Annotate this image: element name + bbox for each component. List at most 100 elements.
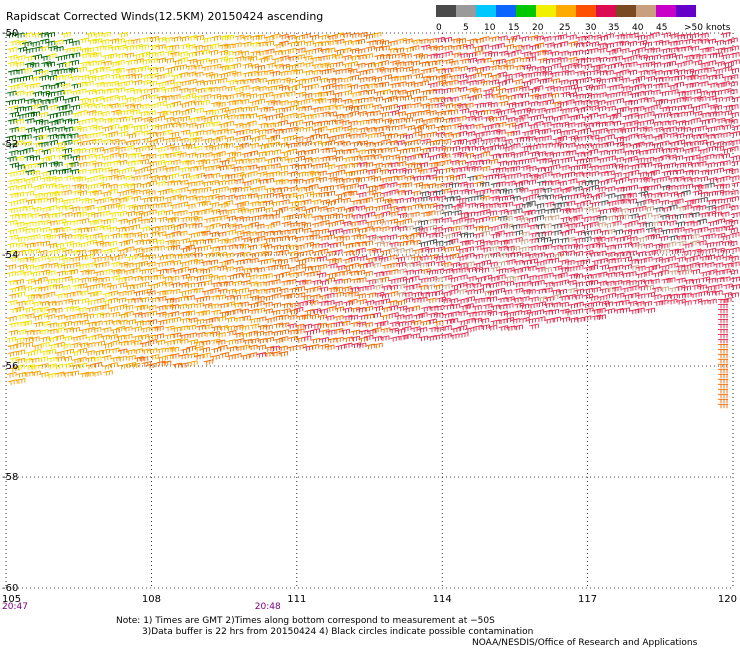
wind-barb [171, 36, 181, 42]
wind-barb [33, 46, 43, 52]
wind-barb [622, 242, 633, 248]
wind-barb [490, 232, 501, 239]
wind-barb [490, 167, 501, 174]
wind-barb [551, 115, 562, 122]
wind-barb [327, 97, 337, 104]
wind-barb [491, 108, 501, 115]
wind-barb [458, 181, 468, 188]
wind-barb [297, 301, 307, 307]
wind-barb [91, 52, 102, 58]
wind-barb [490, 74, 500, 80]
wind-barb [642, 106, 653, 113]
wind-barb [149, 44, 160, 50]
wind-barb [219, 222, 229, 229]
wind-barb [122, 225, 133, 232]
wind-barb [195, 209, 206, 216]
wind-barb [55, 133, 65, 140]
wind-barb [490, 195, 500, 202]
wind-barb [301, 33, 311, 39]
wind-barb [589, 41, 600, 47]
wind-barb [634, 121, 645, 127]
wind-barb [93, 32, 103, 38]
wind-barb [614, 193, 625, 200]
wind-barb [505, 107, 515, 114]
wind-barb [604, 92, 615, 99]
wind-barb [140, 103, 150, 110]
wind-barb [234, 345, 245, 352]
wind-barb [428, 254, 439, 260]
wind-barb [497, 202, 507, 208]
wind-barb [312, 97, 323, 104]
wind-barb [72, 283, 82, 290]
wind-barb [557, 288, 567, 295]
wind-barb [100, 348, 110, 355]
wind-barb [575, 121, 586, 128]
wind-barb [79, 269, 90, 276]
wind-barb [233, 136, 244, 143]
wind-barb [504, 311, 514, 318]
wind-barb [163, 36, 173, 43]
wind-barb [56, 153, 67, 160]
wind-barb [495, 42, 505, 49]
wind-barb [335, 264, 346, 271]
wind-barb [628, 126, 638, 133]
wind-barb [405, 81, 416, 87]
wind-barb [225, 208, 235, 215]
wind-barb [357, 183, 368, 190]
wind-barb [597, 215, 607, 222]
wind-barb [56, 233, 67, 239]
wind-barb [568, 41, 578, 47]
wind-barb [629, 92, 639, 98]
wind-barb [473, 50, 484, 56]
wind-barb [92, 189, 102, 196]
wind-barb [381, 263, 392, 270]
wind-barb [56, 247, 67, 254]
wind-barb [596, 63, 606, 70]
wind-barb [684, 68, 694, 75]
wind-barb [219, 34, 230, 41]
wind-barb [194, 34, 204, 41]
wind-barb [720, 248, 730, 255]
wind-barb [479, 317, 490, 324]
wind-barb [302, 213, 313, 220]
wind-barb [589, 170, 599, 177]
wind-barb [140, 51, 150, 58]
wind-barb [597, 56, 608, 63]
wind-barb [658, 235, 669, 242]
wind-barb [560, 207, 570, 214]
wind-barb [138, 260, 148, 267]
wind-barb [147, 238, 157, 245]
wind-barb [428, 195, 439, 202]
wind-barb [560, 187, 570, 194]
wind-barb [126, 73, 136, 79]
wind-barb [696, 184, 707, 190]
wind-barb [388, 175, 398, 182]
wind-barb [541, 128, 552, 134]
wind-barb [472, 45, 483, 52]
wind-barb [37, 249, 48, 256]
wind-barb [139, 145, 150, 151]
wind-barb [37, 183, 47, 190]
wind-barb [295, 336, 306, 343]
wind-barb [178, 57, 189, 63]
wind-barb [417, 326, 428, 333]
wind-barb [357, 161, 368, 168]
wind-barb [450, 145, 460, 152]
wind-barb [402, 291, 413, 298]
wind-barb [122, 275, 133, 282]
wind-barb [474, 244, 485, 251]
wind-barb [518, 222, 529, 229]
wind-barb [219, 260, 229, 267]
wind-barb [210, 188, 220, 194]
wind-barb [280, 244, 290, 250]
wind-barb [231, 71, 242, 78]
wind-barb [325, 234, 335, 240]
wind-barb [211, 281, 221, 288]
wind-barb [7, 47, 17, 53]
wind-barb [123, 123, 133, 130]
wind-barb [419, 80, 429, 86]
wind-barb [379, 81, 389, 88]
wind-barb [118, 31, 128, 38]
wind-barb [117, 282, 128, 288]
wind-barb [682, 242, 693, 249]
